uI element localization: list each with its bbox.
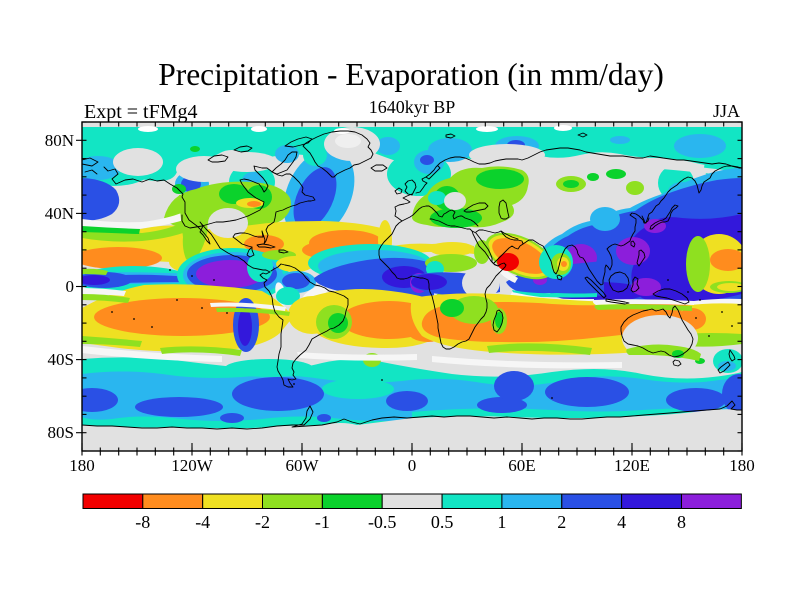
svg-text:-4: -4 bbox=[195, 512, 210, 532]
svg-text:40N: 40N bbox=[45, 204, 74, 223]
svg-text:Precipitation - Evaporation (i: Precipitation - Evaporation (in mm/day) bbox=[158, 57, 664, 92]
svg-text:120W: 120W bbox=[171, 456, 214, 475]
svg-text:60E: 60E bbox=[508, 456, 535, 475]
svg-text:JJA: JJA bbox=[713, 101, 740, 121]
svg-text:1: 1 bbox=[497, 512, 506, 532]
svg-text:80S: 80S bbox=[48, 423, 74, 442]
svg-text:-1: -1 bbox=[315, 512, 330, 532]
svg-text:40S: 40S bbox=[48, 350, 74, 369]
svg-text:-0.5: -0.5 bbox=[368, 512, 397, 532]
svg-text:180: 180 bbox=[729, 456, 755, 475]
svg-text:60W: 60W bbox=[285, 456, 319, 475]
svg-text:2: 2 bbox=[557, 512, 566, 532]
svg-text:0.5: 0.5 bbox=[431, 512, 454, 532]
svg-text:4: 4 bbox=[617, 512, 626, 532]
svg-text:-2: -2 bbox=[255, 512, 270, 532]
svg-text:-8: -8 bbox=[135, 512, 150, 532]
svg-text:Expt = tFMg4: Expt = tFMg4 bbox=[84, 101, 198, 123]
svg-text:120E: 120E bbox=[614, 456, 650, 475]
svg-text:180: 180 bbox=[69, 456, 95, 475]
svg-text:8: 8 bbox=[677, 512, 686, 532]
svg-text:0: 0 bbox=[66, 277, 75, 296]
svg-text:1640kyr BP: 1640kyr BP bbox=[369, 97, 456, 117]
svg-text:0: 0 bbox=[408, 456, 417, 475]
svg-text:80N: 80N bbox=[45, 131, 74, 150]
